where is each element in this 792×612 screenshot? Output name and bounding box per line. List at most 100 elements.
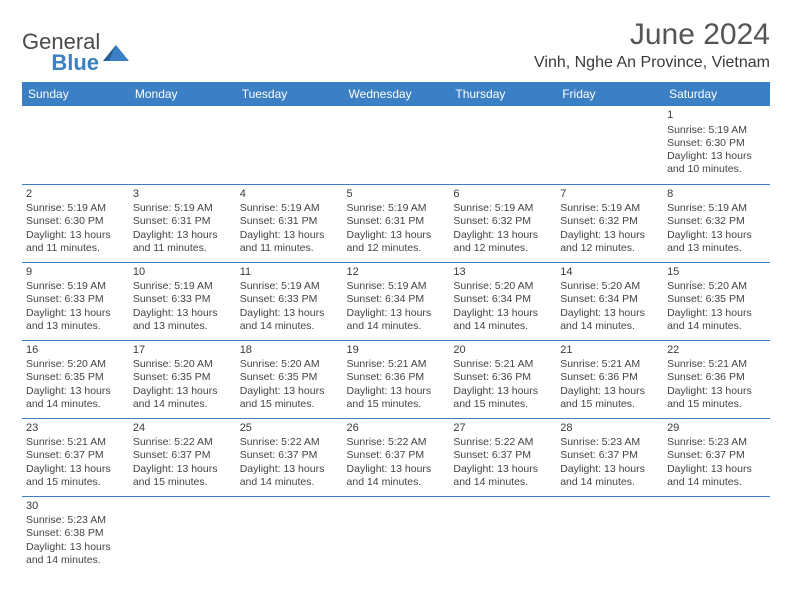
sunset: Sunset: 6:33 PM xyxy=(26,293,125,306)
day-number: 5 xyxy=(347,188,446,202)
day-number: 24 xyxy=(133,422,232,436)
calendar-cell: 14Sunrise: 5:20 AMSunset: 6:34 PMDayligh… xyxy=(556,262,663,340)
calendar-row: 9Sunrise: 5:19 AMSunset: 6:33 PMDaylight… xyxy=(22,262,770,340)
calendar-cell: 21Sunrise: 5:21 AMSunset: 6:36 PMDayligh… xyxy=(556,340,663,418)
calendar-cell xyxy=(343,496,450,574)
day-info: Sunrise: 5:20 AMSunset: 6:34 PMDaylight:… xyxy=(453,280,552,333)
logo-text: General GeBlue xyxy=(22,32,100,74)
day-number: 17 xyxy=(133,344,232,358)
calendar-cell: 22Sunrise: 5:21 AMSunset: 6:36 PMDayligh… xyxy=(663,340,770,418)
calendar-cell: 18Sunrise: 5:20 AMSunset: 6:35 PMDayligh… xyxy=(236,340,343,418)
sunset: Sunset: 6:31 PM xyxy=(347,215,446,228)
day-number: 9 xyxy=(26,266,125,280)
day-number: 10 xyxy=(133,266,232,280)
sunset: Sunset: 6:36 PM xyxy=(667,371,766,384)
calendar-row: 1Sunrise: 5:19 AMSunset: 6:30 PMDaylight… xyxy=(22,106,770,184)
day-info: Sunrise: 5:21 AMSunset: 6:36 PMDaylight:… xyxy=(453,358,552,411)
sunset: Sunset: 6:33 PM xyxy=(240,293,339,306)
day-info: Sunrise: 5:23 AMSunset: 6:37 PMDaylight:… xyxy=(667,436,766,489)
sunrise: Sunrise: 5:21 AM xyxy=(667,358,766,371)
day-number: 20 xyxy=(453,344,552,358)
daylight: Daylight: 13 hours and 15 minutes. xyxy=(453,385,552,411)
day-number: 11 xyxy=(240,266,339,280)
daylight: Daylight: 13 hours and 14 minutes. xyxy=(667,463,766,489)
day-number: 19 xyxy=(347,344,446,358)
sunrise: Sunrise: 5:22 AM xyxy=(453,436,552,449)
day-number: 29 xyxy=(667,422,766,436)
col-thursday: Thursday xyxy=(449,82,556,106)
day-info: Sunrise: 5:19 AMSunset: 6:33 PMDaylight:… xyxy=(240,280,339,333)
daylight: Daylight: 13 hours and 11 minutes. xyxy=(26,229,125,255)
day-number: 15 xyxy=(667,266,766,280)
sunrise: Sunrise: 5:20 AM xyxy=(133,358,232,371)
sunrise: Sunrise: 5:22 AM xyxy=(240,436,339,449)
daylight: Daylight: 13 hours and 14 minutes. xyxy=(133,385,232,411)
logo-word2: Blue xyxy=(51,50,99,75)
calendar-cell: 5Sunrise: 5:19 AMSunset: 6:31 PMDaylight… xyxy=(343,184,450,262)
sunset: Sunset: 6:36 PM xyxy=(453,371,552,384)
daylight: Daylight: 13 hours and 14 minutes. xyxy=(347,307,446,333)
day-number: 27 xyxy=(453,422,552,436)
sunrise: Sunrise: 5:23 AM xyxy=(26,514,125,527)
daylight: Daylight: 13 hours and 13 minutes. xyxy=(667,229,766,255)
calendar-row: 16Sunrise: 5:20 AMSunset: 6:35 PMDayligh… xyxy=(22,340,770,418)
daylight: Daylight: 13 hours and 10 minutes. xyxy=(667,150,766,176)
daylight: Daylight: 13 hours and 12 minutes. xyxy=(347,229,446,255)
sunset: Sunset: 6:31 PM xyxy=(133,215,232,228)
day-number: 2 xyxy=(26,188,125,202)
sunset: Sunset: 6:37 PM xyxy=(26,449,125,462)
sunset: Sunset: 6:35 PM xyxy=(133,371,232,384)
calendar-cell: 25Sunrise: 5:22 AMSunset: 6:37 PMDayligh… xyxy=(236,418,343,496)
calendar-cell: 11Sunrise: 5:19 AMSunset: 6:33 PMDayligh… xyxy=(236,262,343,340)
day-info: Sunrise: 5:20 AMSunset: 6:35 PMDaylight:… xyxy=(133,358,232,411)
daylight: Daylight: 13 hours and 11 minutes. xyxy=(240,229,339,255)
col-sunday: Sunday xyxy=(22,82,129,106)
day-number: 26 xyxy=(347,422,446,436)
sunset: Sunset: 6:33 PM xyxy=(133,293,232,306)
calendar-cell: 9Sunrise: 5:19 AMSunset: 6:33 PMDaylight… xyxy=(22,262,129,340)
daylight: Daylight: 13 hours and 15 minutes. xyxy=(667,385,766,411)
daylight: Daylight: 13 hours and 15 minutes. xyxy=(347,385,446,411)
daylight: Daylight: 13 hours and 15 minutes. xyxy=(133,463,232,489)
day-info: Sunrise: 5:22 AMSunset: 6:37 PMDaylight:… xyxy=(133,436,232,489)
day-number: 7 xyxy=(560,188,659,202)
calendar-cell: 24Sunrise: 5:22 AMSunset: 6:37 PMDayligh… xyxy=(129,418,236,496)
calendar-cell xyxy=(556,106,663,184)
day-number: 28 xyxy=(560,422,659,436)
sunset: Sunset: 6:32 PM xyxy=(560,215,659,228)
sunrise: Sunrise: 5:19 AM xyxy=(133,280,232,293)
sunrise: Sunrise: 5:19 AM xyxy=(26,280,125,293)
calendar-cell xyxy=(663,496,770,574)
day-info: Sunrise: 5:23 AMSunset: 6:38 PMDaylight:… xyxy=(26,514,125,567)
sunset: Sunset: 6:37 PM xyxy=(667,449,766,462)
calendar-cell: 4Sunrise: 5:19 AMSunset: 6:31 PMDaylight… xyxy=(236,184,343,262)
day-info: Sunrise: 5:20 AMSunset: 6:34 PMDaylight:… xyxy=(560,280,659,333)
sunrise: Sunrise: 5:19 AM xyxy=(133,202,232,215)
day-info: Sunrise: 5:19 AMSunset: 6:30 PMDaylight:… xyxy=(26,202,125,255)
col-saturday: Saturday xyxy=(663,82,770,106)
day-info: Sunrise: 5:20 AMSunset: 6:35 PMDaylight:… xyxy=(667,280,766,333)
daylight: Daylight: 13 hours and 14 minutes. xyxy=(240,463,339,489)
day-info: Sunrise: 5:19 AMSunset: 6:32 PMDaylight:… xyxy=(453,202,552,255)
day-number: 23 xyxy=(26,422,125,436)
calendar-row: 23Sunrise: 5:21 AMSunset: 6:37 PMDayligh… xyxy=(22,418,770,496)
calendar-cell: 6Sunrise: 5:19 AMSunset: 6:32 PMDaylight… xyxy=(449,184,556,262)
calendar-cell xyxy=(556,496,663,574)
sunset: Sunset: 6:32 PM xyxy=(667,215,766,228)
month-title: June 2024 xyxy=(534,18,770,52)
day-info: Sunrise: 5:19 AMSunset: 6:32 PMDaylight:… xyxy=(667,202,766,255)
day-info: Sunrise: 5:22 AMSunset: 6:37 PMDaylight:… xyxy=(347,436,446,489)
calendar-cell xyxy=(22,106,129,184)
sunset: Sunset: 6:35 PM xyxy=(26,371,125,384)
daylight: Daylight: 13 hours and 15 minutes. xyxy=(26,463,125,489)
calendar-cell: 12Sunrise: 5:19 AMSunset: 6:34 PMDayligh… xyxy=(343,262,450,340)
sunrise: Sunrise: 5:19 AM xyxy=(667,202,766,215)
calendar-cell xyxy=(449,106,556,184)
sunset: Sunset: 6:38 PM xyxy=(26,527,125,540)
calendar-cell: 23Sunrise: 5:21 AMSunset: 6:37 PMDayligh… xyxy=(22,418,129,496)
calendar-cell: 28Sunrise: 5:23 AMSunset: 6:37 PMDayligh… xyxy=(556,418,663,496)
calendar-cell: 1Sunrise: 5:19 AMSunset: 6:30 PMDaylight… xyxy=(663,106,770,184)
calendar-cell: 8Sunrise: 5:19 AMSunset: 6:32 PMDaylight… xyxy=(663,184,770,262)
calendar-row: 2Sunrise: 5:19 AMSunset: 6:30 PMDaylight… xyxy=(22,184,770,262)
sunrise: Sunrise: 5:22 AM xyxy=(133,436,232,449)
